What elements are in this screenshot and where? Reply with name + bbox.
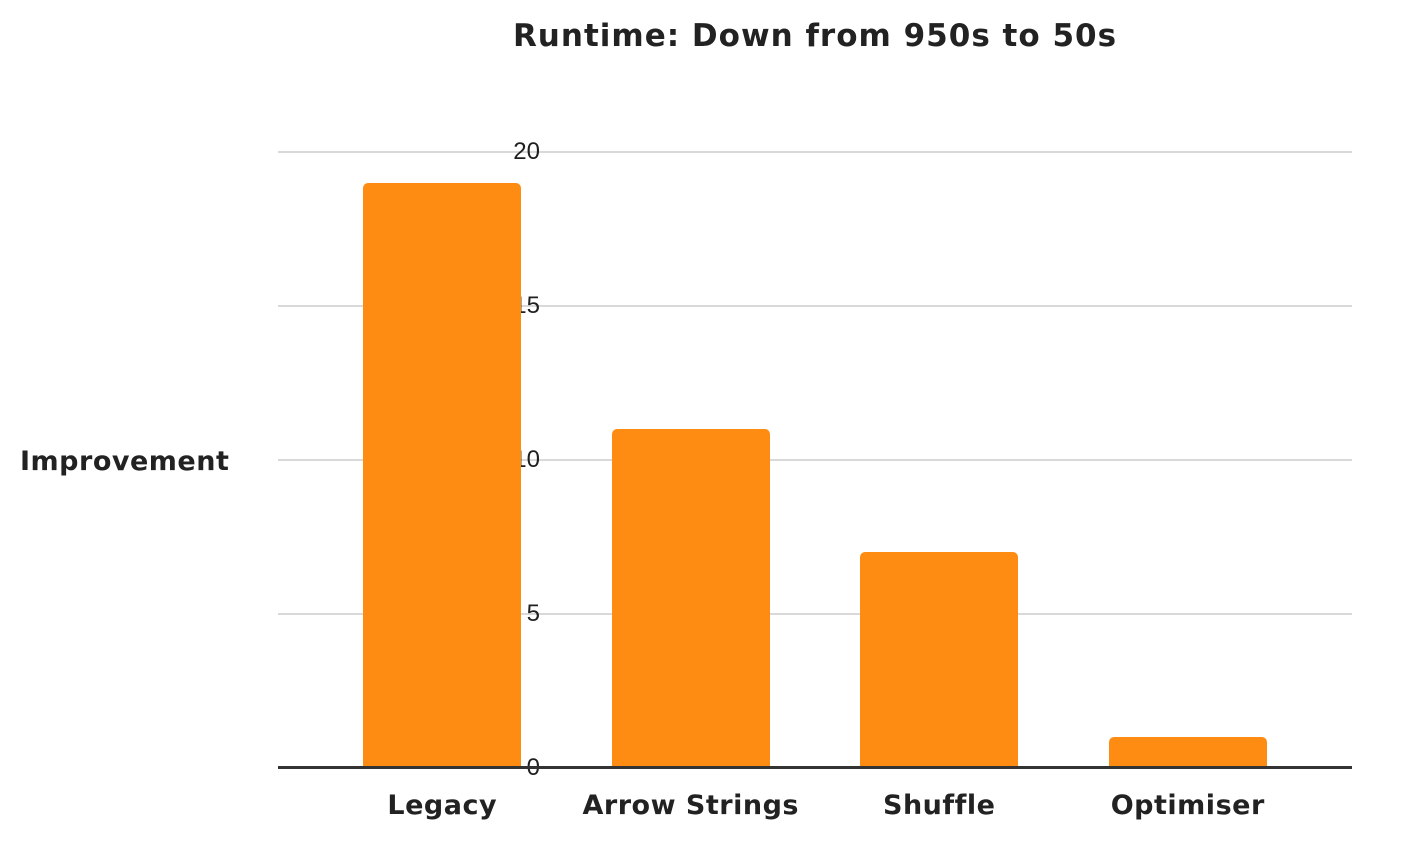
bar-column-optimiser xyxy=(1064,152,1313,768)
gridline-10 xyxy=(278,459,1352,461)
x-category-label-legacy: Legacy xyxy=(387,790,498,821)
bar-column-arrow-strings xyxy=(567,152,816,768)
gridline-15 xyxy=(278,305,1352,307)
chart-title: Runtime: Down from 950s to 50s xyxy=(512,18,1118,54)
y-tick-5: 5 xyxy=(526,600,540,627)
y-axis-label: Improvement xyxy=(20,446,230,477)
plot-area: 05101520 xyxy=(278,138,1352,781)
x-category-label-shuffle: Shuffle xyxy=(883,790,996,821)
bar-legacy xyxy=(363,182,522,768)
bar-series xyxy=(278,152,1352,768)
bar-column-legacy xyxy=(318,152,567,768)
gridline-20 xyxy=(278,151,1352,153)
x-category-label-arrow-strings: Arrow Strings xyxy=(582,790,799,821)
x-category-label-optimiser: Optimiser xyxy=(1110,790,1265,821)
bar-arrow-strings xyxy=(611,429,770,768)
bar-column-shuffle xyxy=(815,152,1064,768)
bar-optimiser xyxy=(1108,737,1267,768)
gridline-5 xyxy=(278,613,1352,615)
x-category-labels: Legacy Arrow Strings Shuffle Optimiser xyxy=(278,790,1352,821)
y-tick-20: 20 xyxy=(513,138,540,165)
x-axis-line xyxy=(278,766,1352,769)
bar-shuffle xyxy=(860,552,1019,768)
